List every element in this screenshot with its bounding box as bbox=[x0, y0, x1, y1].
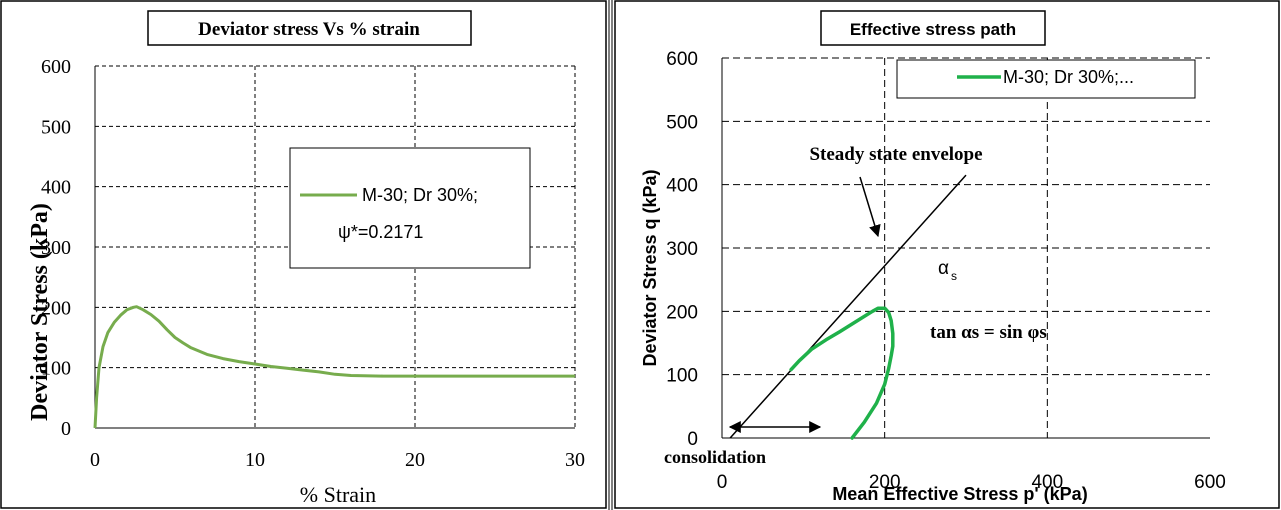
left-y-tick-label: 0 bbox=[61, 418, 71, 440]
right-y-tick-label: 200 bbox=[666, 302, 698, 323]
left-y-tick-label: 500 bbox=[41, 116, 71, 138]
right-series-line bbox=[789, 306, 895, 440]
steady-state-envelope-label: Steady state envelope bbox=[809, 144, 982, 165]
left-legend-label-line1: M-30; Dr 30%; bbox=[362, 185, 478, 205]
left-y-tick-label: 200 bbox=[41, 297, 71, 319]
left-y-axis-title: Deviator Stress (kPa) bbox=[27, 203, 53, 421]
right-x-axis-title: Mean Effective Stress p' (kPa) bbox=[832, 484, 1087, 504]
left-x-tick-label: 20 bbox=[405, 449, 425, 471]
right-x-tick-label: 200 bbox=[869, 472, 901, 493]
alpha-label: α bbox=[938, 258, 949, 279]
left-y-tick-labels: 0 100 200 300 400 500 600 bbox=[41, 56, 71, 440]
right-y-tick-label: 0 bbox=[687, 429, 698, 450]
right-chart-title: Effective stress path bbox=[850, 20, 1016, 39]
left-y-tick-label: 100 bbox=[41, 358, 71, 380]
left-title-box bbox=[147, 10, 472, 46]
right-y-tick-label: 600 bbox=[666, 49, 698, 70]
steady-state-envelope-arrow bbox=[859, 176, 881, 238]
left-y-tick-label: 600 bbox=[41, 56, 71, 78]
right-grid bbox=[722, 57, 1210, 438]
right-x-tick-labels: 0 200 400 600 bbox=[717, 472, 1226, 493]
left-x-tick-labels: 0 10 20 30 bbox=[90, 449, 585, 471]
consolidation-label: consolidation bbox=[664, 447, 766, 467]
right-chart-panel: 0 100 200 300 400 500 600 0 200 400 600 Steady st… bbox=[614, 0, 1280, 509]
right-legend-box bbox=[896, 59, 1196, 99]
tan-alpha-label: tan αs = sin φs bbox=[930, 322, 1047, 343]
left-x-axis-title: % Strain bbox=[300, 482, 376, 507]
right-x-tick-label: 600 bbox=[1194, 472, 1226, 493]
alpha-subscript: s bbox=[951, 269, 957, 283]
right-y-tick-label: 400 bbox=[666, 176, 698, 197]
steady-state-envelope-line bbox=[729, 174, 967, 439]
right-title-box bbox=[820, 10, 1046, 46]
right-x-tick-label: 400 bbox=[1031, 472, 1063, 493]
left-x-tick-label: 30 bbox=[565, 449, 585, 471]
left-y-tick-label: 400 bbox=[41, 177, 71, 199]
right-y-tick-label: 100 bbox=[666, 366, 698, 387]
right-legend-label: M-30; Dr 30%;... bbox=[1003, 67, 1134, 87]
right-y-tick-labels: 0 100 200 300 400 500 600 bbox=[666, 49, 698, 450]
right-y-tick-label: 500 bbox=[666, 112, 698, 133]
left-x-tick-label: 10 bbox=[245, 449, 265, 471]
left-y-tick-label: 300 bbox=[41, 237, 71, 259]
left-grid bbox=[95, 65, 576, 428]
left-x-tick-label: 0 bbox=[90, 449, 100, 471]
left-legend-box bbox=[289, 147, 531, 269]
right-x-tick-label: 0 bbox=[717, 472, 728, 493]
left-series-line bbox=[93, 305, 575, 429]
right-y-tick-label: 300 bbox=[666, 239, 698, 260]
right-y-axis-title: Deviator Stress q (kPa) bbox=[640, 169, 660, 366]
left-chart-panel: 0 100 200 300 400 500 600 0 10 20 30 M-30; Dr 30%… bbox=[0, 0, 607, 509]
left-legend-label-line2: ψ*=0.2171 bbox=[338, 222, 423, 242]
left-chart-title: Deviator stress Vs % strain bbox=[198, 19, 420, 40]
